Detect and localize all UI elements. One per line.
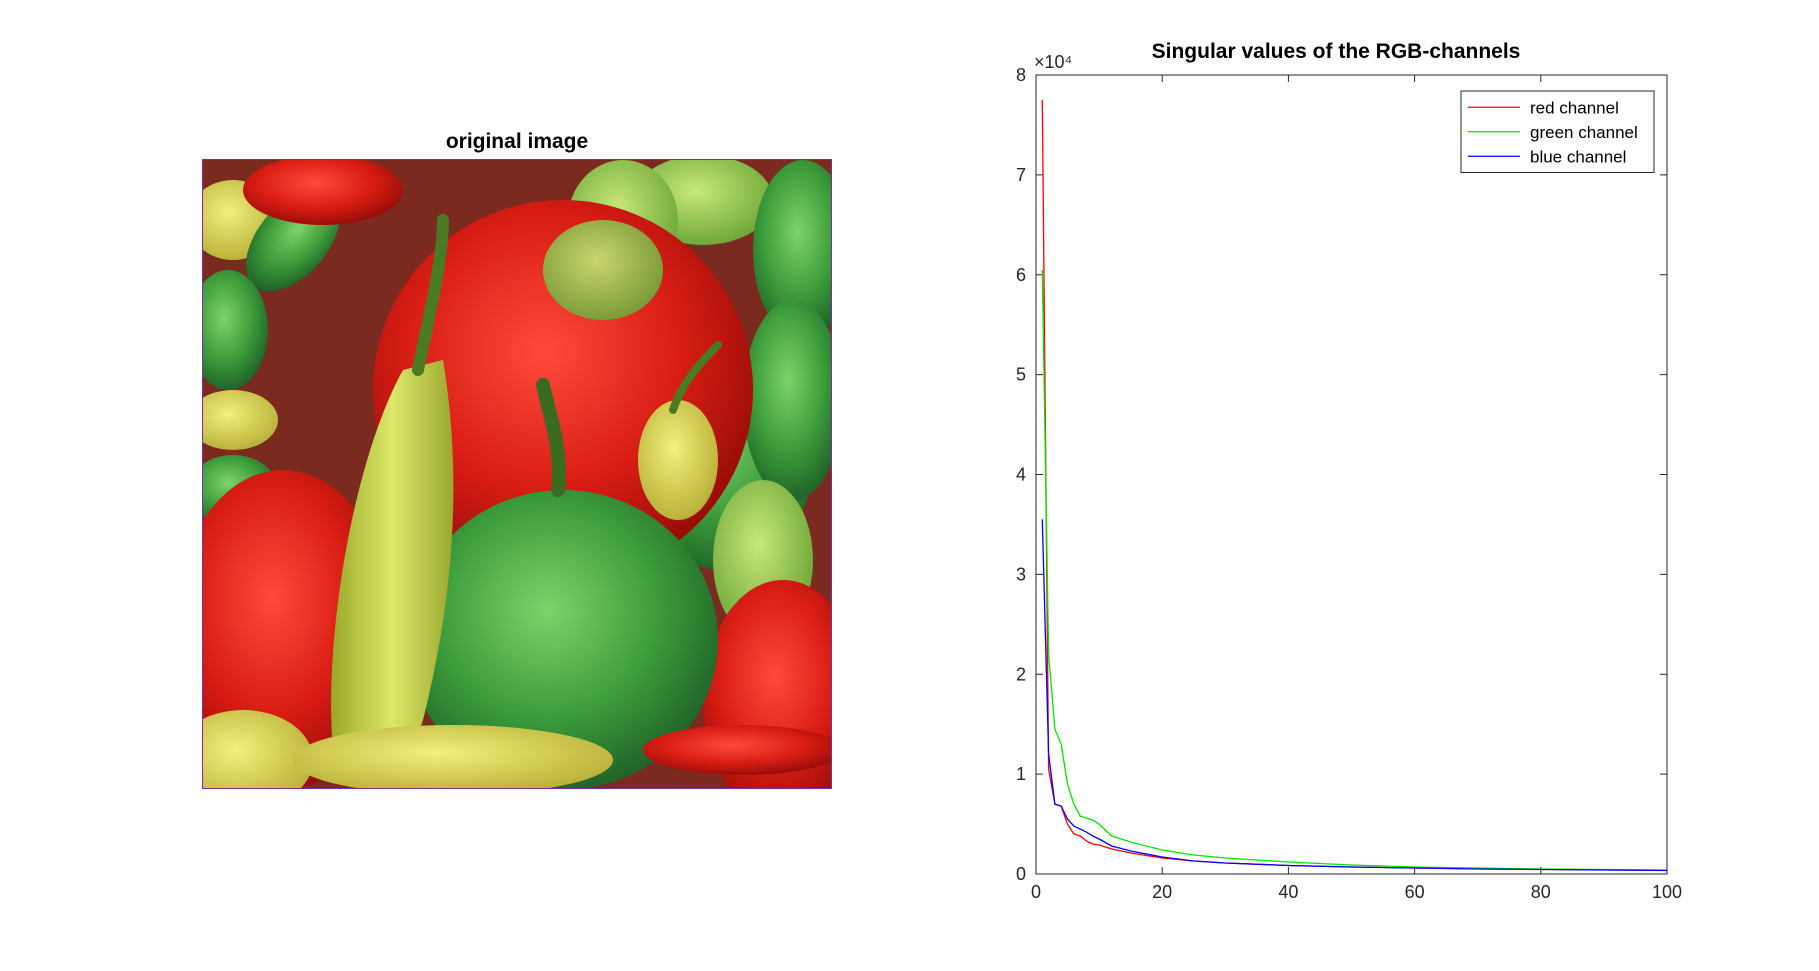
- series-line-blue-channel: [1041, 519, 1668, 872]
- series-line-red-channel: [1041, 99, 1668, 871]
- y-tick-label: 4: [1016, 465, 1026, 485]
- y-tick-label: 5: [1016, 365, 1026, 385]
- y-tick-label: 0: [1016, 864, 1026, 884]
- y-exponent-label: ×10⁴: [1034, 52, 1072, 72]
- plot-area: [1035, 74, 1668, 875]
- legend-entry: red channel: [1530, 98, 1619, 117]
- x-tick-label: 0: [1031, 882, 1041, 902]
- y-tick-label: 3: [1016, 564, 1026, 584]
- x-tick-label: 40: [1278, 882, 1298, 902]
- y-tick-label: 7: [1016, 165, 1026, 185]
- peppers-image: [202, 159, 832, 789]
- x-tick-label: 80: [1531, 882, 1551, 902]
- y-tick-label: 1: [1016, 764, 1026, 784]
- legend: red channel green channel blue channel: [1460, 90, 1655, 173]
- legend-entry: green channel: [1530, 123, 1638, 142]
- chart-title: Singular values of the RGB-channels: [1152, 40, 1521, 63]
- y-tick-label: 8: [1016, 65, 1026, 85]
- y-tick-label: 6: [1016, 265, 1026, 285]
- x-tick-label: 20: [1152, 882, 1172, 902]
- series-line-green-channel: [1041, 269, 1668, 871]
- x-tick-label: 100: [1652, 882, 1682, 902]
- legend-entry: blue channel: [1530, 147, 1626, 166]
- x-tick-label: 60: [1405, 882, 1425, 902]
- image-title: original image: [445, 130, 589, 153]
- y-tick-label: 2: [1016, 664, 1026, 684]
- peppers-photo-illustration: [203, 160, 831, 788]
